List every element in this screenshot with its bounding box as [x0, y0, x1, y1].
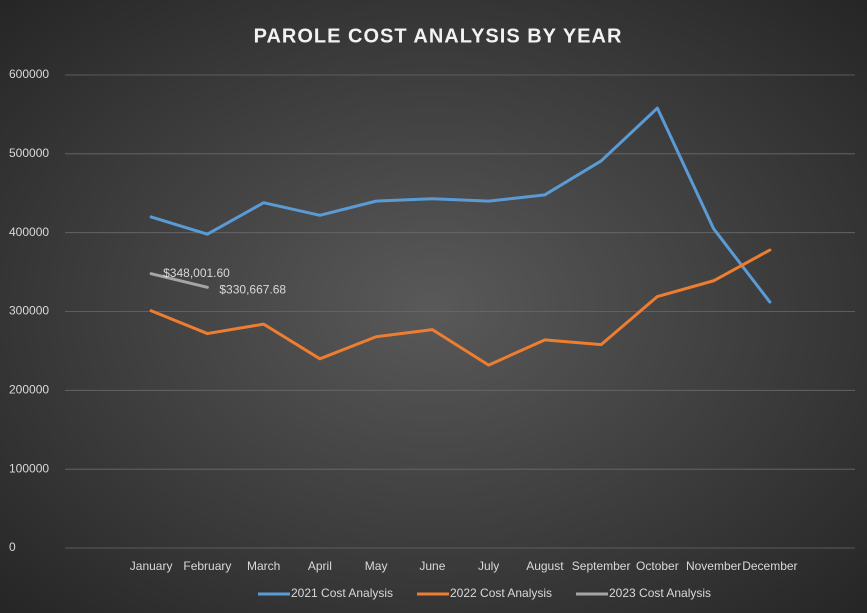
- legend-label: 2023 Cost Analysis: [609, 586, 711, 600]
- series-line: [149, 106, 772, 304]
- x-tick-label: December: [742, 559, 797, 573]
- y-tick-label: 400000: [9, 225, 49, 239]
- legend-label: 2021 Cost Analysis: [291, 586, 393, 600]
- chart-title: PAROLE COST ANALYSIS BY YEAR: [254, 25, 623, 47]
- legend-label: 2022 Cost Analysis: [450, 586, 552, 600]
- y-tick-label: 300000: [9, 304, 49, 318]
- series-line: [149, 248, 772, 367]
- x-tick-label: October: [636, 559, 679, 573]
- x-tick-label: November: [686, 559, 741, 573]
- x-tick-label: March: [247, 559, 280, 573]
- y-tick-label: 500000: [9, 146, 49, 160]
- y-tick-label: 200000: [9, 383, 49, 397]
- y-tick-label: 600000: [9, 67, 49, 81]
- x-tick-label: April: [308, 559, 332, 573]
- x-tick-label: September: [572, 559, 631, 573]
- y-tick-label: 100000: [9, 461, 49, 475]
- x-tick-label: January: [130, 559, 173, 573]
- x-tick-label: July: [478, 559, 499, 573]
- y-tick-label: 0: [9, 540, 16, 554]
- x-tick-label: June: [419, 559, 445, 573]
- data-label: $348,001.60: [163, 266, 230, 280]
- x-tick-label: August: [526, 559, 564, 573]
- data-label: $330,667.68: [219, 282, 286, 296]
- x-tick-label: May: [365, 559, 388, 573]
- x-tick-label: February: [183, 559, 231, 573]
- series-line: [149, 272, 209, 289]
